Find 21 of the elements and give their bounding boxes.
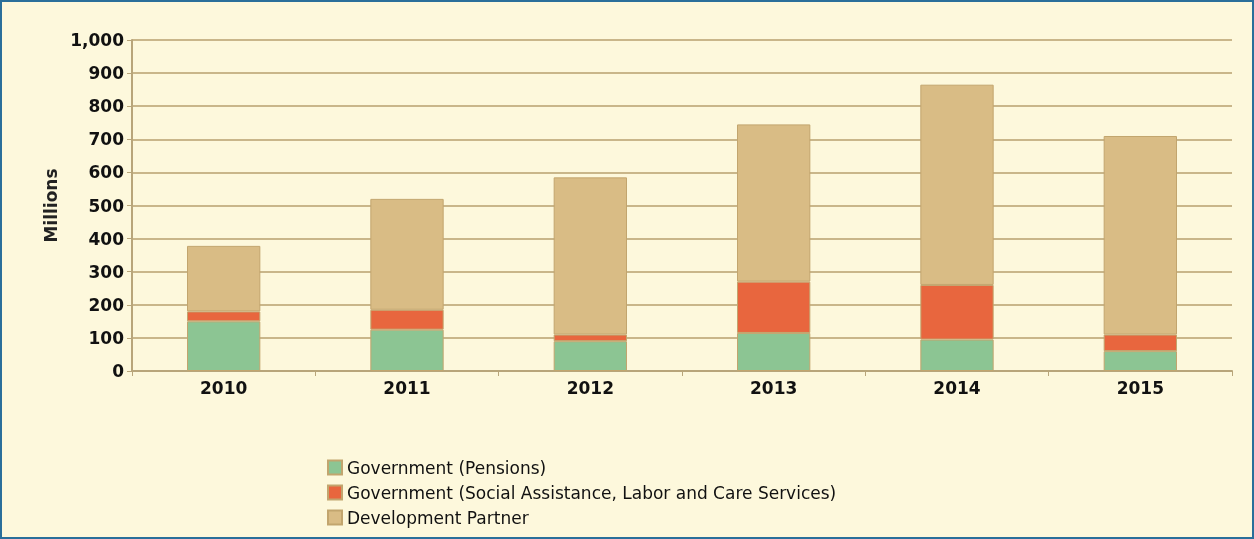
y-tick-label: 200	[88, 294, 125, 315]
y-tick-label: 600	[88, 162, 125, 183]
y-tick-label: 400	[88, 228, 125, 249]
x-tick-label: 2010	[200, 377, 248, 398]
y-tick-label: 500	[88, 195, 125, 216]
legend-label: Government (Pensions)	[347, 457, 547, 478]
y-axis-title: Millions	[40, 168, 61, 243]
legend-label: Government (Social Assistance, Labor and Care Services)	[347, 482, 837, 503]
y-tick-label: 300	[88, 261, 125, 282]
x-tick-label: 2014	[933, 377, 981, 398]
legend-label: Development Partner	[347, 507, 529, 528]
y-tick-label: 1,000	[70, 30, 125, 50]
y-tick-label: 700	[88, 129, 125, 150]
y-tick-label: 800	[88, 96, 125, 117]
y-tick-label: 0	[112, 361, 125, 381]
x-tick-label: 2012	[566, 377, 614, 398]
y-tick-label: 900	[88, 63, 125, 84]
x-tick-label: 2011	[383, 377, 431, 398]
x-tick-label: 2013	[750, 377, 798, 398]
y-tick-label: 100	[88, 327, 125, 348]
x-tick-label: 2015	[1116, 377, 1164, 398]
